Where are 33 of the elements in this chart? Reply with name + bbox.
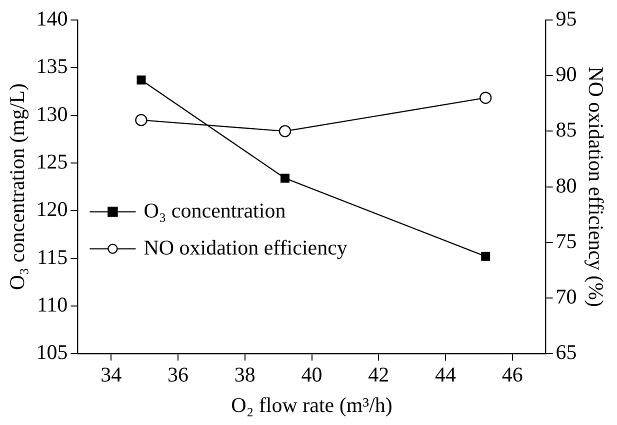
point <box>136 76 146 85</box>
y-tick-label: 125 <box>36 149 68 174</box>
y2-tick-label: 75 <box>556 228 577 253</box>
y-tick-label: 115 <box>36 244 68 269</box>
y2-tick-label: 85 <box>556 118 577 142</box>
point <box>280 174 290 183</box>
y-tick-label: 105 <box>36 340 68 364</box>
y2-tick-label: 70 <box>556 284 577 309</box>
legend-label: NO oxidation efficiency <box>144 235 348 260</box>
y-tick-label: 130 <box>36 102 68 126</box>
x-tick-label: 34 <box>100 362 122 387</box>
point <box>481 252 490 261</box>
x-tick-label: 38 <box>234 362 256 387</box>
legend-label: O₃ concentration <box>144 198 286 222</box>
y-tick-label: 140 <box>36 6 68 31</box>
x-tick-label: 36 <box>168 362 189 387</box>
y2-tick-label: 90 <box>556 62 577 86</box>
point <box>135 114 148 126</box>
x-tick-label: 44 <box>434 362 456 387</box>
x-axis-title: O₂ flow rate (m³/h) <box>231 392 392 417</box>
x-tick-label: 42 <box>368 362 390 387</box>
x-tick-label: 40 <box>301 362 322 387</box>
y-axis-title: O₃ concentration (mg/L) <box>5 83 30 290</box>
y2-tick-label: 65 <box>556 340 577 364</box>
y-tick-label: 110 <box>36 292 68 316</box>
point <box>480 92 492 104</box>
y2-axis-title: NO oxidation efficiency (%) <box>584 66 608 308</box>
y2-tick-label: 80 <box>556 173 577 198</box>
point <box>278 125 292 138</box>
x-tick-label: 46 <box>502 362 523 387</box>
y-tick-label: 135 <box>36 54 68 78</box>
y2-tick-label: 95 <box>556 6 577 31</box>
y-tick-label: 120 <box>36 197 68 222</box>
